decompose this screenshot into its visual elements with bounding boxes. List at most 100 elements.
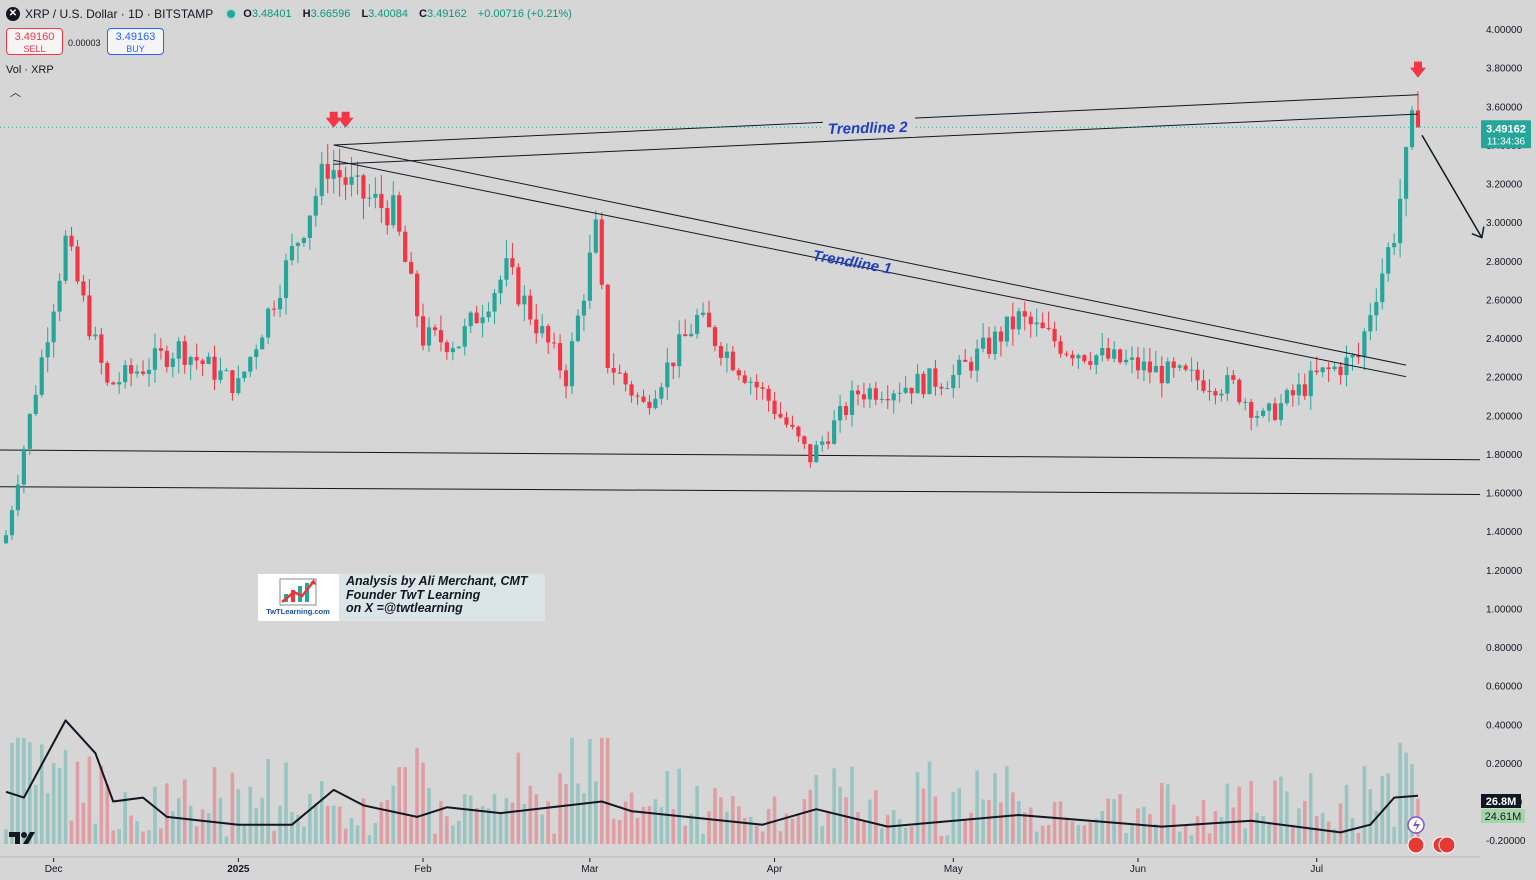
volume-bar (1148, 813, 1152, 844)
volume-bar (1332, 829, 1337, 844)
candle-body (170, 358, 175, 367)
volume-bar (903, 827, 908, 844)
volume-bar (1243, 828, 1248, 844)
price-tick-label: 0.40000 (1486, 720, 1523, 731)
candle-body (1386, 247, 1391, 274)
volume-bar (1362, 765, 1367, 844)
market-status-icon (227, 10, 236, 18)
candle-body (647, 401, 652, 409)
volume-bar (1160, 782, 1164, 844)
candle-body (1052, 328, 1057, 342)
volume-bar (87, 756, 92, 844)
volume-bar (206, 812, 211, 844)
candle-body (1058, 341, 1063, 354)
volume-bar (1303, 800, 1307, 844)
candle-body (1046, 327, 1051, 329)
candle-body (1141, 361, 1147, 371)
candle-body (1159, 365, 1164, 384)
candle-body (1398, 198, 1403, 244)
candle-body (957, 359, 962, 376)
volume-bar (361, 798, 366, 844)
symbol-title[interactable]: XRP / U.S. Dollar · 1D · BITSTAMP (25, 7, 214, 21)
time-tick-label: Dec (45, 864, 63, 875)
candle-body (266, 308, 271, 338)
volume-bar (1285, 791, 1289, 844)
volume-bar (1219, 816, 1224, 844)
volume-bar (1398, 742, 1402, 844)
volume-bar (34, 785, 38, 844)
volume-bar (1404, 752, 1408, 844)
volume-tag (1481, 809, 1525, 823)
volume-bar (176, 798, 181, 844)
twt-learning-logo: TwTLearning.com (258, 574, 339, 621)
volume-bar (796, 815, 801, 844)
candle-body (63, 235, 68, 281)
candle-body (534, 319, 539, 334)
volume-bar (1076, 824, 1081, 844)
volume-bar (725, 811, 729, 844)
candle-body (897, 392, 902, 394)
volume-bar (564, 784, 568, 844)
candle-body (21, 448, 26, 485)
candle-body (760, 387, 765, 389)
volume-bar (1267, 822, 1271, 844)
candle-body (111, 382, 116, 385)
candle-body (1106, 348, 1111, 359)
volume-bar (975, 770, 979, 844)
buy-label: BUY (126, 44, 145, 54)
candle-body (1016, 311, 1021, 330)
price-tick-label: 3.80000 (1486, 64, 1523, 75)
volume-indicator-label[interactable]: Vol · XRP (6, 64, 54, 76)
volume-bar (123, 792, 127, 844)
candle-body (569, 341, 575, 387)
volume-bar (1249, 780, 1253, 844)
volume-bar (915, 772, 920, 844)
candle-body (1064, 353, 1069, 355)
candle-body (69, 235, 74, 247)
candle-body (194, 357, 199, 361)
volume-bar (599, 737, 604, 844)
volume-bar (1034, 831, 1039, 844)
volume-bar (427, 787, 431, 844)
volume-bar (1046, 824, 1051, 844)
candle-body (99, 334, 104, 363)
volume-bar (22, 737, 26, 844)
volume-bar (147, 830, 151, 844)
candle-body (695, 314, 700, 334)
candle-body (885, 398, 890, 401)
volume-bar (707, 811, 711, 844)
trendline (333, 159, 1407, 378)
buy-button[interactable]: 3.49163 BUY (107, 28, 164, 55)
tradingview-logo-icon[interactable] (8, 830, 36, 851)
volume-bar (188, 805, 193, 844)
us-flag-icon (1407, 836, 1425, 854)
volume-ma-value: 26.8M (1486, 796, 1517, 808)
volume-bar (302, 826, 306, 844)
volume-bar (1022, 812, 1027, 844)
volume-bar (39, 744, 44, 844)
candle-body (1112, 349, 1117, 359)
bar-countdown: 11:34:36 (1487, 136, 1526, 147)
candle-body (1076, 355, 1081, 359)
volume-bar (45, 793, 50, 844)
candle-body (611, 368, 616, 373)
volume-bar (897, 818, 902, 844)
volume-bar (1136, 808, 1140, 844)
candle-body (355, 175, 360, 177)
volume-bar (367, 835, 372, 844)
chevron-up-icon[interactable]: ︿ (10, 87, 21, 99)
candle-body (313, 196, 318, 216)
candle-body (677, 334, 682, 367)
volume-bar (522, 804, 527, 844)
sell-button[interactable]: 3.49160 SELL (6, 28, 63, 55)
candle-body (93, 334, 98, 337)
volume-bar (385, 800, 390, 844)
volume-bar (451, 825, 455, 844)
volume-bar (629, 792, 634, 844)
volume-bar (421, 762, 425, 844)
candle-body (57, 280, 62, 312)
volume-bar (659, 807, 664, 844)
candle-body (146, 369, 152, 374)
volume-bar (492, 793, 497, 844)
